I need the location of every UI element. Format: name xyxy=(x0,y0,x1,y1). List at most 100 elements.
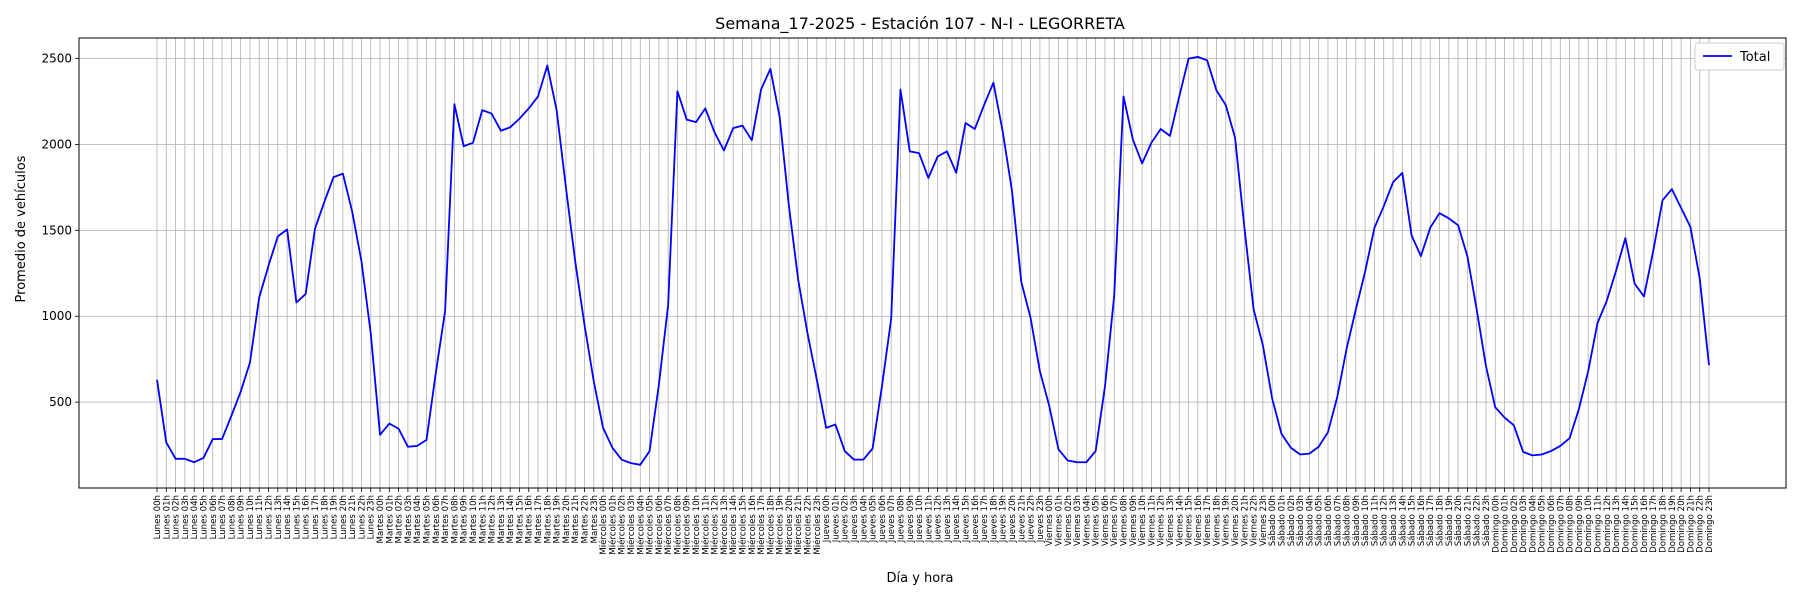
x-tick-label: Miércoles 19h xyxy=(775,495,786,555)
x-tick-label: Viernes 09h xyxy=(1129,495,1139,546)
data-point xyxy=(1513,424,1515,426)
x-tick-label: Domingo 04h xyxy=(1528,495,1538,553)
data-point xyxy=(741,125,743,127)
data-point xyxy=(491,113,493,115)
x-tick-label: Sábado 16h xyxy=(1417,495,1427,546)
x-tick-label: Miércoles 06h xyxy=(654,495,665,555)
data-point xyxy=(1662,199,1664,201)
data-point xyxy=(1327,431,1329,433)
data-point xyxy=(1160,128,1162,130)
x-tick-label: Viernes 07h xyxy=(1110,495,1120,546)
x-tick-label: Lunes 06h xyxy=(209,495,219,539)
legend: Total xyxy=(1694,42,1785,71)
x-tick-label: Miércoles 15h xyxy=(737,495,748,555)
x-tick-label: Viernes 11h xyxy=(1147,495,1157,546)
data-point xyxy=(156,379,158,381)
x-tick-label: Sábado 12h xyxy=(1380,495,1390,546)
data-point xyxy=(1085,461,1087,463)
data-point xyxy=(1606,300,1608,302)
data-point xyxy=(333,176,335,178)
data-point xyxy=(1615,270,1617,272)
data-point xyxy=(1634,283,1636,285)
data-point xyxy=(853,459,855,461)
x-tick-label: Jueves 13h xyxy=(943,495,953,543)
x-tick-label: Viernes 01h xyxy=(1054,495,1064,546)
x-tick-label: Martes 00h xyxy=(376,495,386,543)
x-tick-label: Domingo 18h xyxy=(1659,495,1669,553)
data-point xyxy=(472,142,474,144)
data-point xyxy=(1494,406,1496,408)
x-tick-label: Miércoles 07h xyxy=(663,495,674,555)
data-point xyxy=(1708,364,1710,366)
x-tick-label: Lunes 08h xyxy=(227,495,237,539)
data-point xyxy=(1346,348,1348,350)
x-tick-label: Domingo 21h xyxy=(1686,495,1696,553)
x-tick-label: Miércoles 04h xyxy=(635,495,646,555)
x-tick-label: Miércoles 22h xyxy=(803,495,814,555)
chart-title: Semana_17-2025 - Estación 107 - N-I - LE… xyxy=(715,14,1125,34)
x-tick-label: Jueves 11h xyxy=(924,495,934,543)
data-point xyxy=(277,235,279,237)
x-tick-label: Domingo 06h xyxy=(1547,495,1557,553)
series-layer xyxy=(156,55,1710,466)
x-tick-label: Lunes 21h xyxy=(348,495,358,539)
data-point xyxy=(1169,135,1171,137)
data-point xyxy=(1030,317,1032,319)
x-tick-label: Lunes 04h xyxy=(190,495,200,539)
data-point xyxy=(1355,308,1357,310)
x-tick-label: Domingo 02h xyxy=(1510,495,1520,553)
data-point xyxy=(937,156,939,158)
x-tick-label: Martes 05h xyxy=(423,495,433,543)
data-point xyxy=(1392,181,1394,183)
x-tick-label: Lunes 16h xyxy=(302,495,312,539)
data-point xyxy=(1039,370,1041,372)
x-tick-label: Martes 14h xyxy=(506,495,516,543)
x-tick-label: Miércoles 00h xyxy=(598,495,609,555)
x-tick-label: Domingo 07h xyxy=(1556,495,1566,553)
x-tick-label: Jueves 19h xyxy=(999,495,1009,543)
x-tick-label: Jueves 21h xyxy=(1017,495,1027,543)
x-tick-label: Miércoles 02h xyxy=(617,495,628,555)
legend-label-total: Total xyxy=(1739,50,1770,65)
x-tick-label: Sábado 21h xyxy=(1463,495,1473,546)
x-tick-label: Viernes 03h xyxy=(1073,495,1083,546)
data-point xyxy=(1429,227,1431,229)
x-tick-label: Lunes 07h xyxy=(218,495,228,539)
x-tick-label: Domingo 10h xyxy=(1584,495,1594,553)
x-tick-label: Martes 17h xyxy=(534,495,544,543)
x-tick-label: Domingo 09h xyxy=(1575,495,1585,553)
data-point xyxy=(500,130,502,132)
x-tick-label: Lunes 20h xyxy=(339,495,349,539)
data-point xyxy=(955,172,957,174)
data-point xyxy=(1596,322,1598,324)
data-point xyxy=(844,450,846,452)
x-tick-label: Martes 09h xyxy=(460,495,470,543)
x-tick-label: Viernes 08h xyxy=(1120,495,1130,546)
x-tick-label: Viernes 21h xyxy=(1240,495,1250,546)
x-tick-label: Sábado 15h xyxy=(1408,495,1418,546)
x-tick-label: Sábado 17h xyxy=(1426,495,1436,546)
data-point xyxy=(1271,398,1273,400)
data-point xyxy=(1578,408,1580,410)
data-point xyxy=(537,95,539,97)
x-tick-label: Domingo 05h xyxy=(1538,495,1548,553)
x-tick-label: Sábado 20h xyxy=(1454,495,1464,546)
x-tick-label: Viernes 13h xyxy=(1166,495,1176,546)
x-tick-label: Miércoles 09h xyxy=(682,495,693,555)
x-tick-label: Domingo 11h xyxy=(1593,495,1603,553)
data-point xyxy=(797,279,799,281)
data-point xyxy=(1150,142,1152,144)
data-point xyxy=(1383,205,1385,207)
x-tick-label: Martes 20h xyxy=(562,495,572,543)
data-point xyxy=(676,90,678,92)
data-point xyxy=(1057,448,1059,450)
data-point xyxy=(453,103,455,105)
data-point xyxy=(1531,454,1533,456)
x-tick-label: Sábado 02h xyxy=(1287,495,1297,546)
x-tick-label: Lunes 22h xyxy=(357,495,367,539)
x-tick-label: Lunes 11h xyxy=(255,495,265,539)
x-tick-label: Lunes 09h xyxy=(237,495,247,539)
data-point xyxy=(983,104,985,106)
data-point xyxy=(704,107,706,109)
y-tick-label: 500 xyxy=(49,395,72,409)
